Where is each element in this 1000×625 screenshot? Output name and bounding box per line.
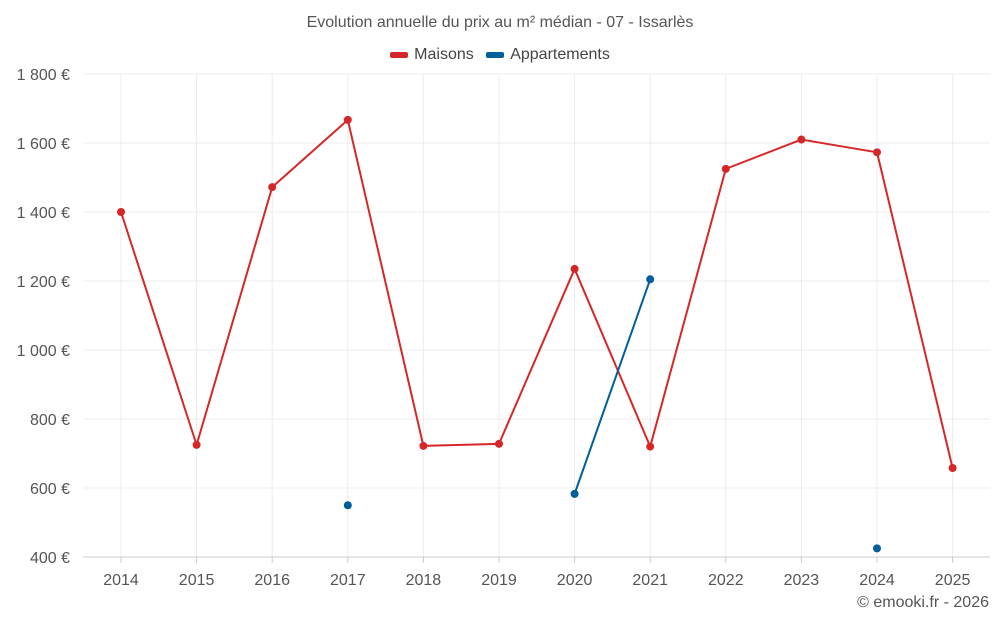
data-point-maisons <box>948 463 957 472</box>
y-tick-label: 1 800 € <box>17 67 70 84</box>
data-point-maisons <box>192 440 201 449</box>
series-line-maisons <box>271 118 349 189</box>
credit: © emooki.fr - 2026 <box>857 594 989 611</box>
y-tick-label: 1 200 € <box>17 274 70 291</box>
series-line-maisons <box>120 211 198 446</box>
chart-title: Evolution annuelle du prix au m² médian … <box>306 14 694 31</box>
series-line-maisons <box>649 167 727 448</box>
y-tick-label: 1 000 € <box>17 343 70 360</box>
series-line-maisons <box>195 186 274 446</box>
x-tick-label: 2024 <box>859 572 895 589</box>
y-tick-label: 400 € <box>30 550 70 567</box>
legend-label-appartements: Appartements <box>510 46 610 63</box>
legend-item-maisons[interactable]: Maisons <box>390 46 474 64</box>
series-line-maisons <box>724 138 803 170</box>
y-tick-label: 600 € <box>30 481 70 498</box>
x-tick-label: 2019 <box>481 572 517 589</box>
data-point-maisons <box>646 442 655 451</box>
data-point-appartements <box>646 275 655 284</box>
legend-swatch-maisons <box>390 52 409 58</box>
data-point-maisons <box>268 183 277 192</box>
data-point-maisons <box>873 148 881 157</box>
x-tick-label: 2017 <box>330 572 366 589</box>
legend: Maisons Appartements <box>0 45 1000 64</box>
y-tick-label: 1 600 € <box>17 136 70 153</box>
series-line-maisons <box>573 267 652 448</box>
legend-swatch-appartements <box>486 52 505 58</box>
x-tick-label: 2016 <box>254 572 290 589</box>
data-point-appartements <box>873 544 881 553</box>
legend-label-maisons: Maisons <box>414 46 474 63</box>
series-line-maisons <box>422 442 500 447</box>
data-point-maisons <box>343 115 352 124</box>
data-point-maisons <box>570 264 579 273</box>
data-point-appartements <box>570 489 579 498</box>
data-point-maisons <box>419 441 428 450</box>
x-tick-label: 2014 <box>103 572 139 589</box>
y-tick-label: 800 € <box>30 412 70 429</box>
data-point-appartements <box>343 501 352 510</box>
data-point-maisons <box>495 439 503 448</box>
series-line-maisons <box>800 138 878 154</box>
x-tick-label: 2020 <box>557 572 593 589</box>
x-tick-label: 2015 <box>179 572 215 589</box>
x-tick-label: 2025 <box>935 572 971 589</box>
y-tick-label: 1 400 € <box>17 205 70 222</box>
series-line-maisons <box>876 151 954 469</box>
series-line-appartements <box>573 278 652 495</box>
x-tick-label: 2022 <box>708 572 744 589</box>
data-point-maisons <box>721 164 730 173</box>
series-line-maisons <box>498 267 576 445</box>
x-tick-label: 2018 <box>406 572 442 589</box>
data-point-maisons <box>797 135 806 144</box>
data-point-maisons <box>117 208 125 216</box>
series-line-maisons <box>346 118 425 447</box>
x-tick-label: 2021 <box>632 572 668 589</box>
legend-item-appartements[interactable]: Appartements <box>486 46 610 64</box>
x-tick-label: 2023 <box>784 572 820 589</box>
